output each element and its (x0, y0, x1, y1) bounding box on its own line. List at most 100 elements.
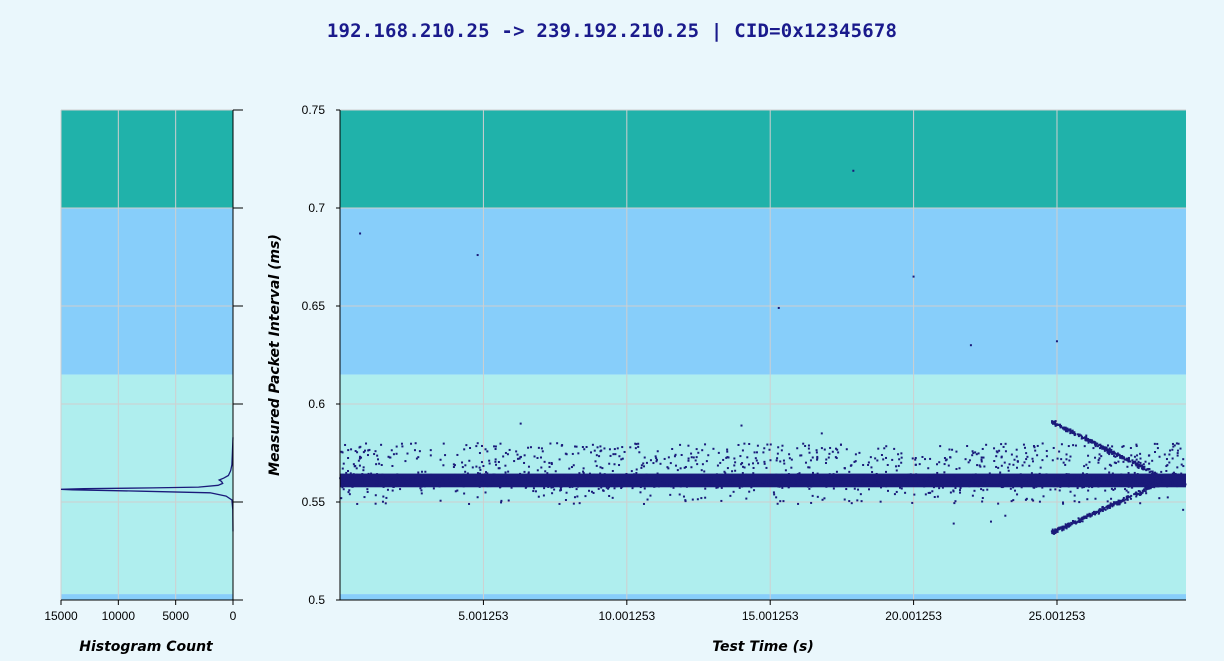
scatter-point (1023, 446, 1026, 449)
scatter-point (401, 480, 404, 483)
scatter-arm-point (1061, 426, 1064, 429)
scatter-point (1153, 442, 1156, 445)
scatter-point (373, 483, 376, 486)
scatter-point (669, 493, 672, 496)
scatter-point (586, 479, 589, 482)
scatter-point (540, 479, 543, 482)
scatter-point (597, 481, 600, 484)
scatter-point (598, 475, 601, 478)
scatter-point (416, 476, 419, 479)
scatter-point (995, 450, 998, 453)
scatter-point (386, 488, 389, 491)
scatter-point (1024, 480, 1027, 483)
scatter-point (537, 478, 540, 481)
scatter-point (348, 489, 351, 492)
scatter-arm-point (1059, 424, 1062, 427)
scatter-point (726, 448, 729, 451)
scatter-point (607, 486, 610, 489)
scatter-point (730, 481, 733, 484)
scatter-point (1002, 445, 1005, 448)
scatter-y-tick-label: 0.7 (308, 201, 325, 215)
scatter-point (623, 479, 626, 482)
scatter-arm-point (1129, 460, 1132, 463)
scatter-point (532, 485, 535, 488)
scatter-point (1176, 485, 1179, 488)
scatter-point (579, 479, 582, 482)
scatter-point (557, 484, 560, 487)
scatter-point (475, 445, 478, 448)
scatter-point (1140, 482, 1143, 485)
scatter-point (1080, 478, 1083, 481)
scatter-point (781, 444, 784, 447)
scatter-point (1107, 477, 1110, 480)
scatter-point (981, 500, 984, 503)
scatter-arm-point (1099, 443, 1102, 446)
scatter-point (570, 466, 573, 469)
scatter-point (1059, 475, 1062, 478)
scatter-point (475, 465, 478, 468)
scatter-point (517, 476, 520, 479)
histogram-x-ticks: 15000 10000 5000 0 (44, 600, 237, 623)
scatter-point (1092, 481, 1095, 484)
scatter-point (750, 486, 753, 489)
scatter-arm-point (1122, 496, 1125, 499)
scatter-arm-point (1109, 503, 1112, 506)
scatter-point (1142, 463, 1145, 466)
scatter-point (522, 484, 525, 487)
scatter-point (591, 490, 594, 493)
scatter-point (834, 474, 837, 477)
scatter-point (741, 462, 744, 465)
scatter-point (1045, 473, 1048, 476)
scatter-point (953, 502, 956, 505)
scatter-point (511, 480, 514, 483)
scatter-point (947, 480, 950, 483)
scatter-point (482, 464, 485, 467)
scatter-point (1183, 476, 1186, 479)
scatter-point (763, 460, 766, 463)
scatter-point (1166, 464, 1169, 467)
scatter-point (550, 474, 553, 477)
scatter-point (897, 482, 900, 485)
scatter-point (601, 467, 604, 470)
scatter-arm-point (1154, 472, 1157, 475)
scatter-point (549, 442, 552, 445)
scatter-point (993, 447, 996, 450)
scatter-point (647, 478, 650, 481)
scatter-point (1091, 483, 1094, 486)
scatter-point (687, 478, 690, 481)
scatter-point (604, 484, 607, 487)
scatter-point (545, 475, 548, 478)
scatter-y-axis-title: Measured Packet Interval (ms) (267, 234, 283, 476)
scatter-point (707, 454, 710, 457)
scatter-point (1156, 447, 1159, 450)
scatter-point (405, 478, 408, 481)
scatter-point (620, 487, 623, 490)
scatter-point (961, 483, 964, 486)
scatter-point (473, 476, 476, 479)
scatter-point (523, 461, 526, 464)
scatter-point (461, 480, 464, 483)
scatter-point (701, 463, 704, 466)
scatter-point (1064, 463, 1067, 466)
scatter-point (1175, 482, 1178, 485)
scatter-point (429, 473, 432, 476)
scatter-point (347, 470, 350, 473)
scatter-point (525, 475, 528, 478)
scatter-point (1019, 483, 1022, 486)
scatter-point (914, 457, 917, 460)
scatter-point (478, 481, 481, 484)
scatter-point (489, 485, 492, 488)
scatter-point (363, 479, 366, 482)
scatter-point (382, 485, 385, 488)
scatter-point (960, 485, 963, 488)
scatter-point (877, 482, 880, 485)
scatter-point (471, 466, 474, 469)
scatter-arm-point (1061, 529, 1064, 532)
scatter-arm-point (1126, 496, 1129, 499)
scatter-point (789, 482, 792, 485)
scatter-point (913, 493, 916, 496)
scatter-point (895, 490, 898, 493)
scatter-point (362, 483, 365, 486)
scatter-point (898, 482, 901, 485)
scatter-point (1141, 484, 1144, 487)
